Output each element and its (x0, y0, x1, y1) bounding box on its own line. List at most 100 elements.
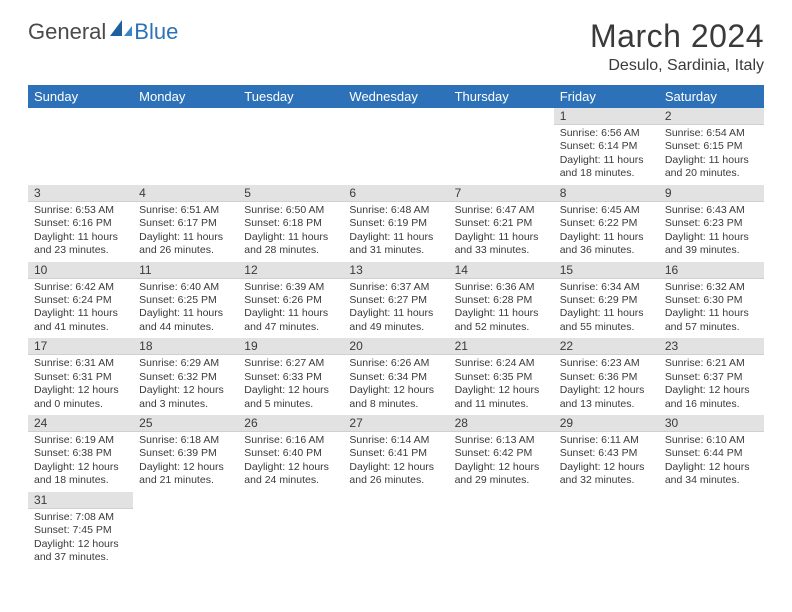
day-number: 6 (343, 185, 448, 202)
day-number: 16 (659, 262, 764, 279)
day-number: 4 (133, 185, 238, 202)
day-cell: 11Sunrise: 6:40 AMSunset: 6:25 PMDayligh… (133, 262, 238, 339)
day-number: 14 (449, 262, 554, 279)
calendar-body: 1Sunrise: 6:56 AMSunset: 6:14 PMDaylight… (28, 108, 764, 569)
day-details: Sunrise: 6:23 AMSunset: 6:36 PMDaylight:… (554, 355, 659, 415)
day-cell: 27Sunrise: 6:14 AMSunset: 6:41 PMDayligh… (343, 415, 448, 492)
day-cell: 13Sunrise: 6:37 AMSunset: 6:27 PMDayligh… (343, 262, 448, 339)
day-details: Sunrise: 6:11 AMSunset: 6:43 PMDaylight:… (554, 432, 659, 492)
day-details: Sunrise: 6:50 AMSunset: 6:18 PMDaylight:… (238, 202, 343, 262)
day-cell: 25Sunrise: 6:18 AMSunset: 6:39 PMDayligh… (133, 415, 238, 492)
day-number: 23 (659, 338, 764, 355)
weekday-header: Sunday (28, 85, 133, 108)
empty-cell (343, 492, 448, 569)
day-details: Sunrise: 6:10 AMSunset: 6:44 PMDaylight:… (659, 432, 764, 492)
weekday-header: Thursday (449, 85, 554, 108)
day-number: 10 (28, 262, 133, 279)
day-cell: 5Sunrise: 6:50 AMSunset: 6:18 PMDaylight… (238, 185, 343, 262)
day-cell: 8Sunrise: 6:45 AMSunset: 6:22 PMDaylight… (554, 185, 659, 262)
day-number: 11 (133, 262, 238, 279)
day-details: Sunrise: 6:36 AMSunset: 6:28 PMDaylight:… (449, 279, 554, 339)
day-details: Sunrise: 6:48 AMSunset: 6:19 PMDaylight:… (343, 202, 448, 262)
day-details: Sunrise: 6:13 AMSunset: 6:42 PMDaylight:… (449, 432, 554, 492)
empty-cell (133, 492, 238, 569)
day-number: 9 (659, 185, 764, 202)
day-cell: 30Sunrise: 6:10 AMSunset: 6:44 PMDayligh… (659, 415, 764, 492)
day-details: Sunrise: 6:51 AMSunset: 6:17 PMDaylight:… (133, 202, 238, 262)
header: General Blue March 2024 Desulo, Sardinia… (0, 0, 792, 81)
day-number: 30 (659, 415, 764, 432)
empty-cell (343, 108, 448, 185)
calendar-head: SundayMondayTuesdayWednesdayThursdayFrid… (28, 85, 764, 108)
day-number: 8 (554, 185, 659, 202)
empty-cell (133, 108, 238, 185)
day-cell: 12Sunrise: 6:39 AMSunset: 6:26 PMDayligh… (238, 262, 343, 339)
day-cell: 20Sunrise: 6:26 AMSunset: 6:34 PMDayligh… (343, 338, 448, 415)
day-details: Sunrise: 6:29 AMSunset: 6:32 PMDaylight:… (133, 355, 238, 415)
day-details: Sunrise: 6:40 AMSunset: 6:25 PMDaylight:… (133, 279, 238, 339)
day-cell: 31Sunrise: 7:08 AMSunset: 7:45 PMDayligh… (28, 492, 133, 569)
day-number: 22 (554, 338, 659, 355)
weekday-header: Monday (133, 85, 238, 108)
day-details: Sunrise: 6:16 AMSunset: 6:40 PMDaylight:… (238, 432, 343, 492)
day-number: 28 (449, 415, 554, 432)
day-details: Sunrise: 6:37 AMSunset: 6:27 PMDaylight:… (343, 279, 448, 339)
day-cell: 29Sunrise: 6:11 AMSunset: 6:43 PMDayligh… (554, 415, 659, 492)
day-cell: 14Sunrise: 6:36 AMSunset: 6:28 PMDayligh… (449, 262, 554, 339)
day-number: 12 (238, 262, 343, 279)
logo: General Blue (28, 18, 178, 45)
day-cell: 7Sunrise: 6:47 AMSunset: 6:21 PMDaylight… (449, 185, 554, 262)
day-number: 27 (343, 415, 448, 432)
day-details: Sunrise: 6:26 AMSunset: 6:34 PMDaylight:… (343, 355, 448, 415)
day-details: Sunrise: 6:39 AMSunset: 6:26 PMDaylight:… (238, 279, 343, 339)
location: Desulo, Sardinia, Italy (590, 57, 764, 75)
calendar-table: SundayMondayTuesdayWednesdayThursdayFrid… (28, 85, 764, 569)
weekday-header: Tuesday (238, 85, 343, 108)
day-number: 18 (133, 338, 238, 355)
weekday-header: Wednesday (343, 85, 448, 108)
day-details: Sunrise: 6:43 AMSunset: 6:23 PMDaylight:… (659, 202, 764, 262)
day-cell: 2Sunrise: 6:54 AMSunset: 6:15 PMDaylight… (659, 108, 764, 185)
day-cell: 21Sunrise: 6:24 AMSunset: 6:35 PMDayligh… (449, 338, 554, 415)
day-number: 19 (238, 338, 343, 355)
day-details: Sunrise: 6:42 AMSunset: 6:24 PMDaylight:… (28, 279, 133, 339)
day-cell: 24Sunrise: 6:19 AMSunset: 6:38 PMDayligh… (28, 415, 133, 492)
day-cell: 9Sunrise: 6:43 AMSunset: 6:23 PMDaylight… (659, 185, 764, 262)
day-cell: 16Sunrise: 6:32 AMSunset: 6:30 PMDayligh… (659, 262, 764, 339)
day-cell: 17Sunrise: 6:31 AMSunset: 6:31 PMDayligh… (28, 338, 133, 415)
day-number: 1 (554, 108, 659, 125)
day-details: Sunrise: 6:18 AMSunset: 6:39 PMDaylight:… (133, 432, 238, 492)
day-details: Sunrise: 6:45 AMSunset: 6:22 PMDaylight:… (554, 202, 659, 262)
weekday-header: Saturday (659, 85, 764, 108)
day-details: Sunrise: 6:19 AMSunset: 6:38 PMDaylight:… (28, 432, 133, 492)
logo-text-general: General (28, 19, 106, 45)
day-details: Sunrise: 6:31 AMSunset: 6:31 PMDaylight:… (28, 355, 133, 415)
day-details: Sunrise: 6:34 AMSunset: 6:29 PMDaylight:… (554, 279, 659, 339)
day-number: 15 (554, 262, 659, 279)
empty-cell (659, 492, 764, 569)
day-cell: 26Sunrise: 6:16 AMSunset: 6:40 PMDayligh… (238, 415, 343, 492)
day-details: Sunrise: 6:27 AMSunset: 6:33 PMDaylight:… (238, 355, 343, 415)
empty-cell (28, 108, 133, 185)
day-cell: 6Sunrise: 6:48 AMSunset: 6:19 PMDaylight… (343, 185, 448, 262)
day-details: Sunrise: 6:56 AMSunset: 6:14 PMDaylight:… (554, 125, 659, 185)
day-number: 13 (343, 262, 448, 279)
weekday-header: Friday (554, 85, 659, 108)
day-details: Sunrise: 6:47 AMSunset: 6:21 PMDaylight:… (449, 202, 554, 262)
empty-cell (238, 108, 343, 185)
sail-icon (108, 18, 134, 45)
day-details: Sunrise: 6:54 AMSunset: 6:15 PMDaylight:… (659, 125, 764, 185)
day-number: 7 (449, 185, 554, 202)
day-details: Sunrise: 7:08 AMSunset: 7:45 PMDaylight:… (28, 509, 133, 569)
day-cell: 10Sunrise: 6:42 AMSunset: 6:24 PMDayligh… (28, 262, 133, 339)
empty-cell (449, 492, 554, 569)
day-details: Sunrise: 6:14 AMSunset: 6:41 PMDaylight:… (343, 432, 448, 492)
day-number: 2 (659, 108, 764, 125)
day-details: Sunrise: 6:24 AMSunset: 6:35 PMDaylight:… (449, 355, 554, 415)
day-number: 17 (28, 338, 133, 355)
day-number: 26 (238, 415, 343, 432)
day-cell: 3Sunrise: 6:53 AMSunset: 6:16 PMDaylight… (28, 185, 133, 262)
day-number: 20 (343, 338, 448, 355)
day-cell: 18Sunrise: 6:29 AMSunset: 6:32 PMDayligh… (133, 338, 238, 415)
day-cell: 23Sunrise: 6:21 AMSunset: 6:37 PMDayligh… (659, 338, 764, 415)
